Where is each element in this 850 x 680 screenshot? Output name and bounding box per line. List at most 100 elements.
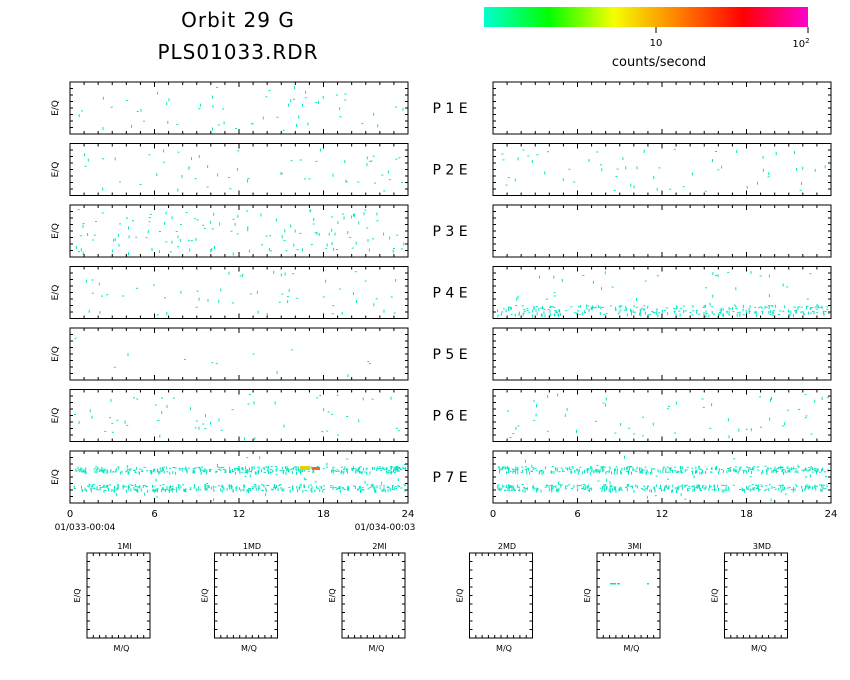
heatmap-cell (587, 484, 589, 488)
heatmap-cell (218, 485, 220, 487)
heatmap-cell (119, 471, 121, 475)
heatmap-cell (646, 495, 648, 499)
heatmap-cell (360, 488, 362, 492)
heatmap-cell (313, 469, 315, 473)
heatmap-cell (535, 309, 537, 313)
heatmap-cell (355, 241, 357, 245)
heatmap-cell (497, 309, 498, 313)
heatmap-cell (567, 467, 568, 471)
heatmap-cell (372, 155, 375, 157)
heatmap-cell (228, 176, 231, 178)
heatmap-cell (797, 466, 800, 468)
heatmap-cell (560, 467, 563, 469)
heatmap-cell (507, 469, 509, 473)
mini-panel-title: 3MI (627, 542, 641, 551)
heatmap-cell (157, 468, 159, 472)
time-start-label: 01/033-00:04 (55, 523, 116, 533)
heatmap-cell (283, 240, 286, 242)
heatmap-cell (604, 271, 606, 275)
heatmap-cell (381, 174, 384, 176)
strip-panel-right (492, 81, 832, 135)
heatmap-cell (228, 271, 230, 275)
heatmap-cell (102, 486, 105, 488)
heatmap-cell (363, 212, 365, 216)
heatmap-cell (672, 484, 674, 488)
panel-ylabel-left: E/Q (51, 223, 61, 239)
heatmap-cell (314, 232, 317, 234)
heatmap-cell (89, 409, 91, 413)
heatmap-cell (608, 466, 611, 468)
heatmap-cell (81, 485, 82, 489)
heatmap-cell (540, 307, 543, 309)
heatmap-cell (814, 168, 816, 172)
heatmap-cell (289, 489, 291, 493)
heatmap-cell (613, 471, 615, 475)
heatmap-cell (813, 311, 815, 315)
heatmap-cell (735, 287, 737, 291)
heatmap-cell (116, 487, 119, 489)
heatmap-cell (99, 470, 102, 472)
heatmap-cell (505, 467, 508, 469)
heatmap-cell (340, 471, 342, 475)
heatmap-cell (821, 397, 823, 400)
x-tick-label-right: 24 (825, 509, 838, 520)
strip-panel-left (69, 450, 409, 504)
heatmap-cell (808, 470, 811, 472)
heatmap-cell (347, 231, 349, 234)
heatmap-cell (644, 488, 646, 492)
heatmap-cell (523, 488, 526, 490)
heatmap-cell (182, 484, 184, 486)
heatmap-cell (666, 471, 669, 473)
heatmap-cell (296, 249, 299, 251)
heatmap-cell (74, 337, 77, 339)
heatmap-cell (521, 484, 524, 485)
heatmap-cell (521, 305, 524, 307)
heatmap-cell (354, 271, 357, 273)
heatmap-cell (246, 469, 249, 471)
heatmap-cell (527, 155, 530, 157)
heatmap-cell (790, 467, 792, 471)
heatmap-cell (678, 310, 681, 312)
heatmap-cell (124, 486, 127, 488)
heatmap-cell (691, 314, 694, 316)
heatmap-cell (151, 471, 153, 475)
heatmap-cell (395, 158, 398, 160)
heatmap-cell (600, 306, 602, 310)
heatmap-cell (675, 471, 678, 473)
heatmap-cell (812, 467, 814, 471)
heatmap-cell (358, 419, 360, 423)
heatmap-cells (85, 270, 397, 316)
heatmap-cell (629, 466, 632, 467)
heatmap-cell (210, 486, 212, 490)
heatmap-cell (191, 157, 192, 161)
heatmap-cell (735, 308, 738, 309)
heatmap-cell (226, 487, 228, 491)
heatmap-cell (566, 485, 569, 487)
heatmap-cell (322, 296, 325, 298)
heatmap-cell (717, 484, 718, 488)
heatmap-cell (87, 233, 89, 236)
mini-panel-ylabel: E/Q (328, 588, 337, 602)
heatmap-cell (82, 224, 84, 228)
heatmap-cell (519, 488, 521, 492)
heatmap-cell (558, 481, 560, 485)
heatmap-cell (349, 236, 352, 238)
heatmap-cell (651, 311, 654, 312)
heatmap-cell (739, 313, 741, 317)
heatmap-cell (285, 471, 287, 475)
heatmap-cell (156, 314, 159, 316)
heatmap-cell (768, 488, 770, 492)
heatmap-cell (603, 466, 606, 468)
heatmap-cell (769, 310, 771, 314)
heatmap-cell (82, 223, 85, 225)
strip-panel-right (492, 327, 832, 381)
heatmap-cell (363, 471, 366, 473)
heatmap-cell (795, 484, 798, 486)
heatmap-cell (732, 307, 733, 310)
heatmap-cell (85, 279, 87, 283)
heatmap-cell (149, 213, 152, 215)
heatmap-cell (361, 471, 363, 475)
heatmap-cell (640, 471, 643, 473)
heatmap-cell (677, 471, 680, 473)
heatmap-cell (640, 313, 642, 317)
